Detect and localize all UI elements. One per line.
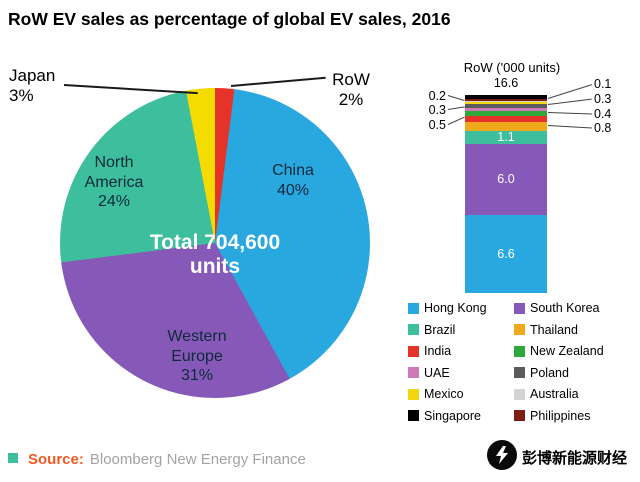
pie-label-western-europe: Western Europe 31% — [152, 327, 242, 386]
legend: Hong Kong South Korea Brazil Thailand India N… — [408, 301, 636, 423]
legend-swatch — [514, 367, 525, 378]
legend-label: Mexico — [424, 387, 464, 401]
legend-item-singapore: Singapore — [408, 409, 514, 423]
pie-chart — [60, 88, 370, 398]
pie-label-north-america: North America 24% — [70, 153, 158, 212]
legend-item-uae: UAE — [408, 366, 514, 380]
callout-connector — [447, 95, 465, 102]
pie-label-western-europe-name: Western Europe — [167, 328, 227, 365]
legend-label: Poland — [530, 365, 569, 380]
bar-segment-hong-kong: 6.6 — [465, 214, 547, 293]
pie-label-japan-pct: 3% — [9, 86, 34, 106]
callout-connector — [547, 111, 592, 115]
bar-callout-poland: 0.3 — [594, 92, 612, 106]
bar-segment-australia — [465, 100, 547, 102]
legend-label: Thailand — [530, 322, 578, 337]
callout-connector — [547, 98, 592, 105]
pie-label-china-pct: 40% — [276, 181, 310, 199]
legend-swatch — [408, 302, 419, 314]
bar-segment-south-korea: 6.0 — [465, 144, 547, 215]
legend-swatch — [408, 410, 419, 421]
bar-callout-uae: 0.3 — [428, 103, 446, 117]
legend-swatch — [408, 324, 419, 335]
source-text: Bloomberg New Energy Finance — [89, 451, 306, 468]
pie-label-row-name: RoW — [332, 70, 370, 89]
bar-total-label: 16.6 — [493, 76, 519, 90]
bar-segment-india — [465, 115, 547, 122]
legend-item-philippines: Philippines — [514, 409, 636, 423]
pie-label-japan: Japan 3% — [9, 66, 79, 106]
bnef-logo-icon — [487, 440, 517, 470]
pie-center-total: Total 704,600 units — [149, 231, 281, 279]
pie-label-china-name: China — [272, 162, 314, 179]
callout-connector — [547, 83, 593, 99]
bar-segment-value: 6.0 — [497, 172, 515, 187]
row-leader-line — [230, 76, 326, 87]
bar-chart-title: RoW ('000 units) — [463, 60, 561, 75]
source-line: Source: Bloomberg New Energy Finance — [28, 451, 306, 468]
legend-label: UAE — [424, 365, 450, 380]
pie-label-china: China 40% — [253, 161, 333, 200]
legend-swatch — [408, 367, 419, 378]
bar-segment-brazil: 1.1 — [465, 131, 547, 145]
bar-segment-mexico — [465, 101, 547, 105]
bar-segment-thailand — [465, 121, 547, 132]
legend-item-new-zealand: New Zealand — [514, 344, 636, 358]
bar-segment-philippines — [465, 99, 547, 101]
legend-label: Singapore — [424, 408, 481, 423]
legend-swatch — [514, 410, 525, 421]
legend-label: South Korea — [530, 301, 600, 315]
bar-segment-singapore — [465, 97, 547, 100]
legend-label: New Zealand — [530, 344, 604, 358]
chart-title: RoW EV sales as percentage of global EV … — [8, 9, 451, 29]
legend-label: Philippines — [530, 408, 591, 423]
pie-label-row-pct: 2% — [338, 90, 364, 110]
stacked-bar: 1.1 6.0 6.6 — [465, 95, 547, 293]
legend-item-poland: Poland — [514, 366, 636, 380]
legend-item-mexico: Mexico — [408, 387, 514, 401]
callout-connector — [547, 124, 592, 129]
japan-leader-line — [63, 84, 198, 94]
bar-segment-value: 1.1 — [497, 131, 515, 145]
legend-swatch — [408, 345, 419, 357]
bar-callout-thailand: 0.8 — [594, 121, 612, 135]
bar-segment-poland — [465, 104, 547, 108]
lightning-icon — [496, 446, 508, 464]
legend-item-australia: Australia — [514, 387, 636, 401]
callout-connector — [447, 116, 465, 126]
pie-label-north-america-name: North America — [84, 154, 144, 191]
bar-callout-new-zealand: 0.4 — [594, 107, 612, 121]
bar-callout-india: 0.5 — [428, 118, 446, 132]
callout-connector — [447, 106, 465, 111]
bar-callout-mexico: 0.2 — [428, 89, 446, 103]
bnef-logo-text: 彭博新能源财经 — [522, 450, 628, 467]
legend-label: India — [424, 344, 452, 358]
legend-swatch — [514, 388, 525, 400]
legend-swatch — [514, 345, 525, 357]
legend-item-thailand: Thailand — [514, 323, 636, 337]
pie-label-row: RoW 2% — [324, 70, 378, 110]
pie-label-japan-name: Japan — [9, 66, 56, 85]
legend-label: Brazil — [424, 322, 456, 337]
legend-swatch — [514, 324, 525, 335]
source-label: Source: — [28, 451, 84, 468]
bar-segment-value: 6.6 — [497, 246, 515, 261]
footer-accent-square — [8, 453, 18, 463]
pie-label-western-europe-pct: 31% — [180, 367, 214, 385]
legend-item-brazil: Brazil — [408, 323, 514, 337]
legend-item-south-korea: South Korea — [514, 301, 636, 315]
pie-label-north-america-pct: 24% — [97, 193, 131, 211]
legend-label: Australia — [530, 387, 579, 401]
legend-swatch — [514, 302, 525, 314]
bar-segment-uae — [465, 107, 547, 112]
legend-swatch — [408, 388, 419, 400]
legend-item-india: India — [408, 344, 514, 358]
bar-callout-philippines: 0.1 — [594, 77, 612, 91]
legend-label: Hong Kong — [424, 301, 487, 315]
legend-item-hong-kong: Hong Kong — [408, 301, 514, 315]
bar-segment-new-zealand — [465, 111, 547, 116]
